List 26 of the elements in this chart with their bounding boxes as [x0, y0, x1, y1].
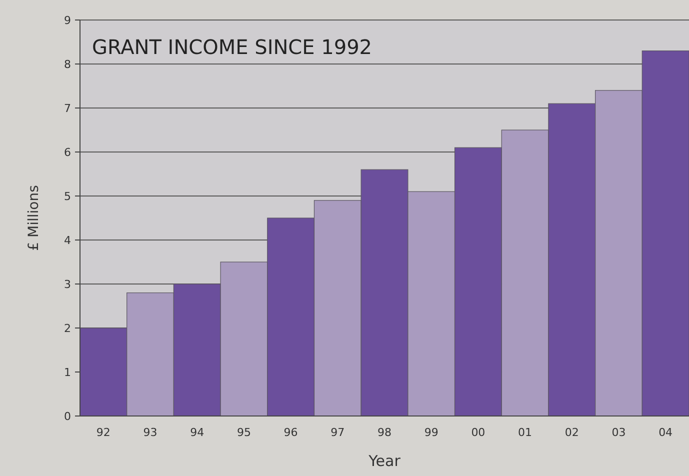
x-tick-label: 03 — [612, 426, 626, 439]
y-tick-label: 6 — [64, 146, 71, 159]
y-tick-label: 2 — [64, 322, 71, 335]
x-tick-label: 93 — [143, 426, 158, 439]
y-tick-label: 3 — [64, 278, 71, 291]
x-tick-label: 98 — [378, 426, 392, 439]
text: GRANT INCOME SINCE 1992 — [92, 35, 372, 59]
x-tick-label: 99 — [424, 426, 438, 439]
x-tick-label: 00 — [471, 426, 486, 439]
x-axis-title: Year — [368, 452, 402, 470]
y-tick-label: 0 — [64, 410, 71, 423]
x-tick-label: 96 — [284, 426, 298, 439]
x-tick-label: 95 — [236, 426, 251, 439]
y-axis-title: £ Millions — [26, 185, 42, 251]
x-tick-label: 94 — [190, 426, 204, 439]
x-tick-label: 04 — [658, 426, 673, 439]
x-tick-label: 01 — [518, 426, 532, 439]
x-tick-label: 97 — [330, 426, 345, 439]
y-tick-label: 5 — [64, 190, 71, 203]
y-tick-label: 9 — [64, 14, 71, 27]
y-tick-label: 1 — [64, 366, 71, 379]
x-tick-label: 92 — [96, 426, 110, 439]
y-tick-label: 4 — [64, 234, 71, 247]
y-tick-label: 7 — [64, 102, 71, 115]
x-tick-label: 02 — [564, 426, 579, 439]
y-tick-label: 8 — [64, 58, 71, 71]
